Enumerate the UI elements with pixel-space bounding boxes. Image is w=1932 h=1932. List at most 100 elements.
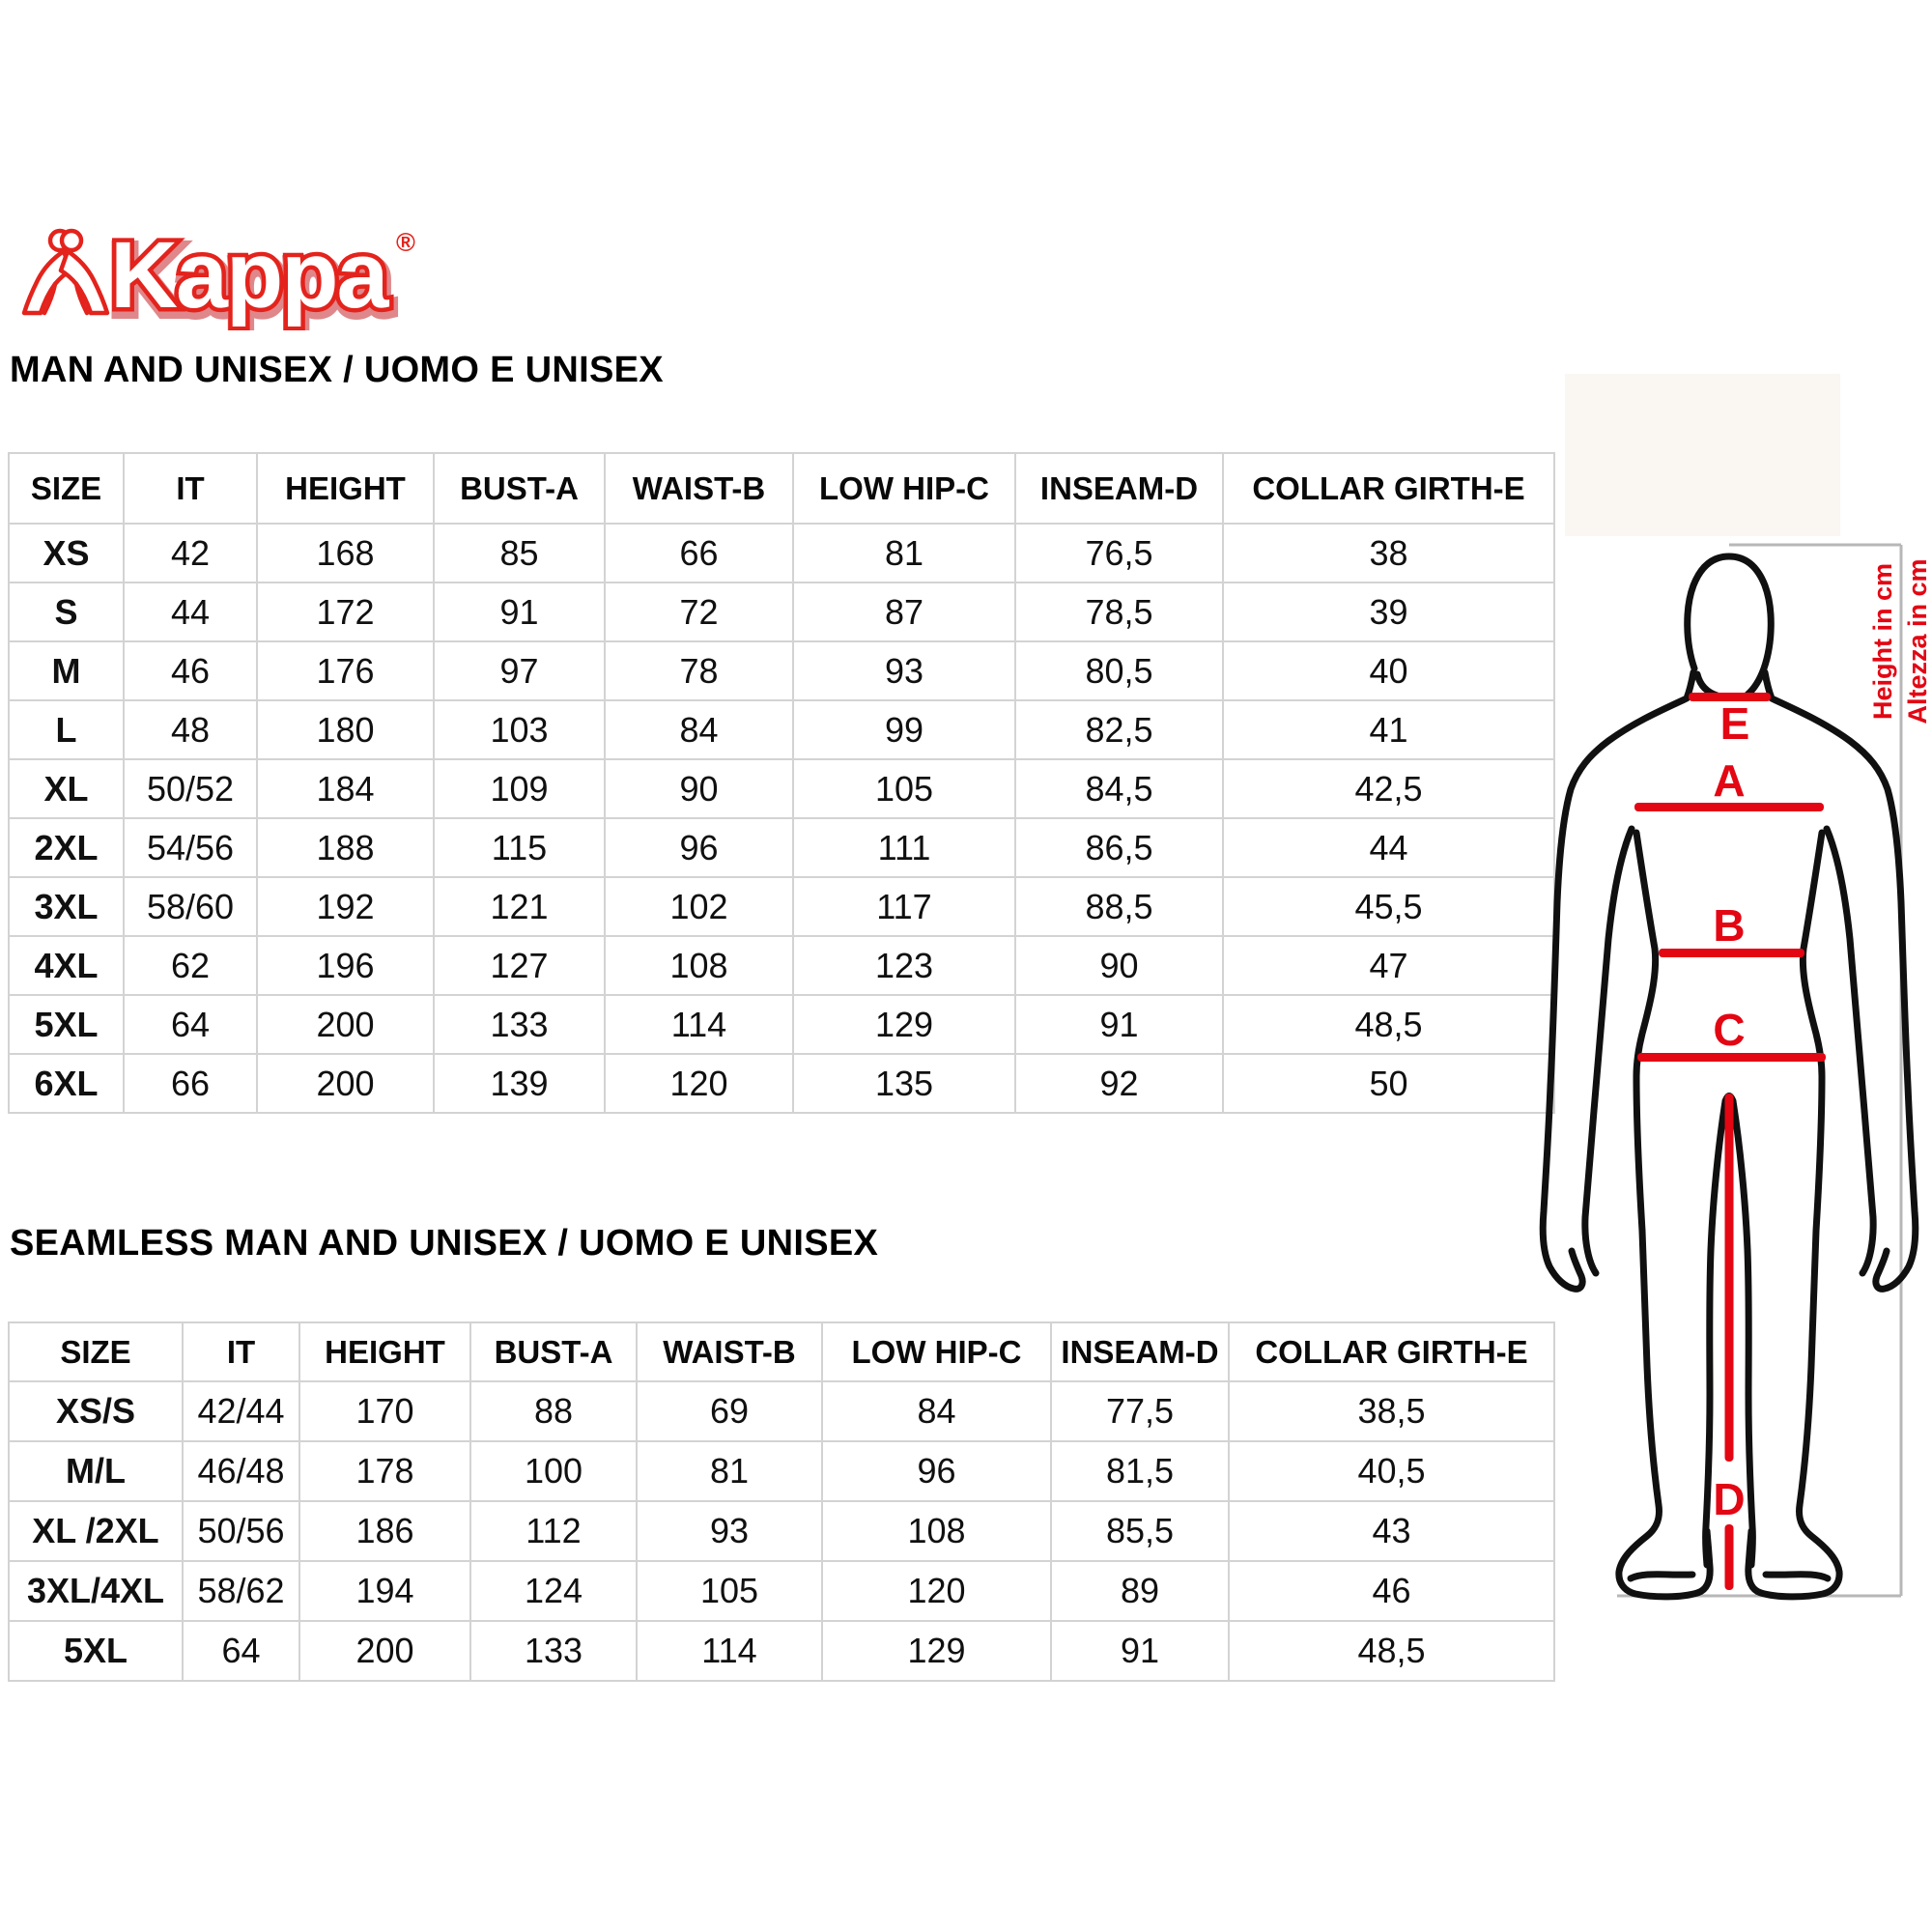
- value-cell: 78: [604, 640, 794, 701]
- value-cell: 129: [792, 994, 1016, 1055]
- column-header: SIZE: [8, 452, 125, 525]
- value-cell: 192: [256, 876, 435, 937]
- value-cell: 186: [298, 1500, 471, 1562]
- column-header: HEIGHT: [256, 452, 435, 525]
- value-cell: 180: [256, 699, 435, 760]
- value-cell: 123: [792, 935, 1016, 996]
- header-row: SIZE IT HEIGHT BUST-A WAIST-B LOW HIP-C INSEAM…: [8, 452, 1555, 525]
- value-cell: 42/44: [182, 1380, 300, 1442]
- value-cell: 196: [256, 935, 435, 996]
- header-row: SIZE IT HEIGHT BUST-A WAIST-B LOW HIP-C INSEAM…: [8, 1321, 1555, 1382]
- value-cell: 200: [298, 1620, 471, 1682]
- column-header: WAIST-B: [604, 452, 794, 525]
- value-cell: 87: [792, 582, 1016, 642]
- value-cell: 88,5: [1014, 876, 1224, 937]
- value-cell: 188: [256, 817, 435, 878]
- value-cell: 176: [256, 640, 435, 701]
- value-cell: 90: [604, 758, 794, 819]
- value-cell: 81: [792, 523, 1016, 583]
- value-cell: 58/60: [123, 876, 258, 937]
- height-captions: Height in cm Altezza in cm: [1868, 558, 1932, 724]
- value-cell: 85: [433, 523, 606, 583]
- table-row: 5XL 64 200 133 114 129 91 48,5: [8, 1620, 1555, 1682]
- value-cell: 112: [469, 1500, 638, 1562]
- column-header: INSEAM-D: [1050, 1321, 1230, 1382]
- value-cell: 133: [469, 1620, 638, 1682]
- value-cell: 120: [821, 1560, 1052, 1622]
- size-label-cell: XL /2XL: [8, 1500, 184, 1562]
- value-cell: 93: [636, 1500, 823, 1562]
- value-cell: 84: [604, 699, 794, 760]
- value-cell: 64: [182, 1620, 300, 1682]
- column-header: BUST-A: [433, 452, 606, 525]
- value-cell: 77,5: [1050, 1380, 1230, 1442]
- value-cell: 64: [123, 994, 258, 1055]
- size-label-cell: 2XL: [8, 817, 125, 878]
- table-row: M 46 176 97 78 93 80,5 40: [8, 640, 1555, 701]
- value-cell: 62: [123, 935, 258, 996]
- value-cell: 172: [256, 582, 435, 642]
- inseam-line-d-lower: [1724, 1524, 1734, 1590]
- value-cell: 46: [1228, 1560, 1555, 1622]
- value-cell: 72: [604, 582, 794, 642]
- table-row: L 48 180 103 84 99 82,5 41: [8, 699, 1555, 760]
- value-cell: 46/48: [182, 1440, 300, 1502]
- value-cell: 200: [256, 994, 435, 1055]
- value-cell: 46: [123, 640, 258, 701]
- value-cell: 40: [1222, 640, 1555, 701]
- value-cell: 58/62: [182, 1560, 300, 1622]
- size-label-cell: 5XL: [8, 1620, 184, 1682]
- column-header: LOW HIP-C: [821, 1321, 1052, 1382]
- value-cell: 82,5: [1014, 699, 1224, 760]
- label-d: D: [1713, 1474, 1745, 1524]
- value-cell: 184: [256, 758, 435, 819]
- value-cell: 100: [469, 1440, 638, 1502]
- value-cell: 48: [123, 699, 258, 760]
- collar-line-e: [1689, 693, 1771, 701]
- value-cell: 76,5: [1014, 523, 1224, 583]
- column-header: SIZE: [8, 1321, 184, 1382]
- value-cell: 124: [469, 1560, 638, 1622]
- registered-mark: ®: [396, 228, 415, 257]
- value-cell: 50/56: [182, 1500, 300, 1562]
- value-cell: 111: [792, 817, 1016, 878]
- diagram-background-patch: [1565, 374, 1840, 536]
- size-label-cell: 5XL: [8, 994, 125, 1055]
- value-cell: 97: [433, 640, 606, 701]
- size-label-cell: XL: [8, 758, 125, 819]
- value-cell: 102: [604, 876, 794, 937]
- table-row: XL 50/52 184 109 90 105 84,5 42,5: [8, 758, 1555, 819]
- kappa-wordmark: Kappa: [110, 222, 390, 327]
- size-label-cell: M/L: [8, 1440, 184, 1502]
- size-label-cell: 6XL: [8, 1053, 125, 1114]
- value-cell: 69: [636, 1380, 823, 1442]
- value-cell: 84: [821, 1380, 1052, 1442]
- measurement-labels: E A B C D: [1713, 698, 1749, 1524]
- table-row: XS/S 42/44 170 88 69 84 77,5 38,5: [8, 1380, 1555, 1442]
- size-label-cell: XS/S: [8, 1380, 184, 1442]
- size-label-cell: 3XL: [8, 876, 125, 937]
- kappa-omini-icon: [24, 231, 107, 313]
- value-cell: 86,5: [1014, 817, 1224, 878]
- value-cell: 91: [433, 582, 606, 642]
- value-cell: 47: [1222, 935, 1555, 996]
- column-header: INSEAM-D: [1014, 452, 1224, 525]
- value-cell: 200: [256, 1053, 435, 1114]
- value-cell: 194: [298, 1560, 471, 1622]
- seamless-size-table: SIZE IT HEIGHT BUST-A WAIST-B LOW HIP-C INSEAM…: [8, 1321, 1555, 1682]
- value-cell: 44: [1222, 817, 1555, 878]
- table-row: XS 42 168 85 66 81 76,5 38: [8, 523, 1555, 583]
- value-cell: 54/56: [123, 817, 258, 878]
- kappa-logo: Kappa Kappa ®: [12, 218, 415, 330]
- table-row: 3XL 58/60 192 121 102 117 88,5 45,5: [8, 876, 1555, 937]
- altezza-in-cm-label: Altezza in cm: [1903, 558, 1932, 724]
- value-cell: 108: [604, 935, 794, 996]
- value-cell: 38: [1222, 523, 1555, 583]
- label-b: B: [1713, 900, 1745, 951]
- value-cell: 43: [1228, 1500, 1555, 1562]
- value-cell: 92: [1014, 1053, 1224, 1114]
- value-cell: 103: [433, 699, 606, 760]
- value-cell: 50/52: [123, 758, 258, 819]
- waist-line-b: [1659, 949, 1804, 957]
